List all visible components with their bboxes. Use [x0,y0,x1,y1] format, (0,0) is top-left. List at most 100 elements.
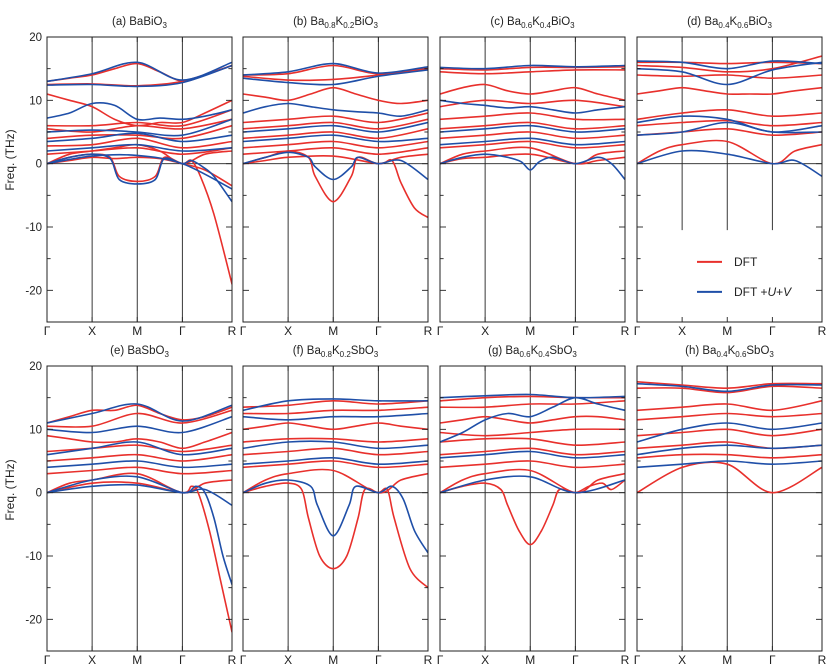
dft-band-g-2 [440,415,625,424]
kpoint-label-c-0: Γ [437,324,444,338]
dft-band-f-6 [243,468,428,494]
dft-band-e-5 [47,466,232,475]
dft-band-g-6 [440,460,625,469]
dft-uv-band-a-6 [47,153,232,203]
panel-title-e: (e) BaSbO3​ [110,345,169,359]
dft-uv-band-b-4 [243,134,428,143]
kpoint-label-h-2: M [722,653,732,667]
kpoint-label-g-0: Γ [437,653,444,667]
ytick-label-e: -20 [25,614,42,626]
dft-band-h-4 [637,428,822,437]
dft-uv-band-d-0 [637,60,822,70]
dft-band-e-3 [47,444,232,453]
dft-uv-band-c-2 [440,124,625,133]
kpoint-label-h-0: Γ [634,653,641,667]
dft-uv-band-a-1 [47,64,232,88]
dft-uv-band-e-0 [47,403,232,424]
ytick-label-e: 10 [29,424,42,436]
dft-band-f-5 [243,460,428,469]
dft-band-h-2 [637,400,822,412]
bands-d [637,55,822,178]
kpoint-label-f-2: M [328,653,338,667]
bands-h [637,381,822,494]
bands-g [440,393,625,546]
bands-c [440,64,625,181]
dft-band-b-6 [243,140,428,149]
kpoint-label-f-3: Γ [375,653,382,667]
panel-c: (c) Ba0.6​K0.4​BiO3​ Γ X M Γ R [437,16,630,338]
kpoint-label-g-3: Γ [572,653,579,667]
kpoint-label-d-3: Γ [769,324,776,338]
dft-band-d-2 [637,74,822,79]
kpoint-label-e-2: M [132,653,142,667]
panel-title-b: (b) Ba0.8​K0.2​BiO3​ [293,16,378,30]
kpoint-label-a-3: Γ [179,324,186,338]
panel-g: (g) Ba0.6​K0.4​SbO3​ Γ X M Γ R [437,345,630,667]
dft-band-b-2 [243,86,428,105]
dft-band-c-2 [440,83,625,102]
dft-band-h-6 [637,453,822,459]
dft-uv-band-h-1 [637,422,822,443]
dft-band-a-6 [47,137,232,149]
dft-band-h-7 [637,461,822,494]
dft-band-b-8 [243,150,428,203]
kpoint-label-c-3: Γ [572,324,579,338]
panel-frame-d [636,36,823,323]
dft-band-f-2 [243,422,428,431]
dft-band-h-1 [637,385,822,394]
dft-uv-band-e-2 [47,441,232,456]
kpoint-label-d-4: R [818,324,827,338]
dft-uv-band-b-2 [243,102,428,118]
dft-uv-band-a-2 [47,102,232,121]
dft-band-c-6 [440,131,625,140]
dft-uv-band-f-1 [243,412,428,421]
dft-uv-band-c-1 [440,99,625,114]
kpoint-label-b-4: R [424,324,433,338]
panel-frame-c [439,36,626,323]
panel-a: (a) BaBiO3​ -20 -10 0 10 20 Γ X M Γ R [25,16,236,338]
panel-frame-b [242,36,429,323]
dft-uv-band-a-3 [47,118,232,137]
legend-label-1: DFT +U+V [734,285,792,299]
kpoint-label-a-2: M [132,324,142,338]
y-axis-label-bottom: Freq. (THz) [3,459,17,520]
panel-title-g: (g) Ba0.6​K0.4​SbO3​ [488,345,577,359]
kpoint-label-d-2: M [722,324,732,338]
kpoint-label-g-2: M [525,653,535,667]
ytick-label-e: 20 [29,361,42,373]
dft-uv-band-e-4 [47,475,232,586]
dft-uv-band-e-1 [47,415,232,434]
kpoint-label-f-0: Γ [240,653,247,667]
dft-band-b-9 [243,154,428,219]
kpoint-label-g-1: X [481,653,489,667]
dft-uv-band-f-2 [243,440,428,450]
dft-band-e-2 [47,431,232,450]
kpoint-label-e-1: X [88,653,96,667]
panel-h: (h) Ba0.4​K0.6​SbO3​ Γ X M Γ R [634,345,827,667]
kpoint-label-b-1: X [284,324,292,338]
ytick-label-a: 20 [29,32,42,44]
kpoint-label-g-4: R [621,653,630,667]
dft-band-f-0 [243,400,428,408]
dft-band-c-3 [440,99,625,108]
dft-band-b-1 [243,67,428,82]
panel-d: (d) Ba0.4​K0.6​BiO3​ Γ X M Γ R DFT DFT +U+V [634,16,827,338]
ytick-label-a: -20 [25,285,42,297]
panel-f: (f) Ba0.8​K0.2​SbO3​ Γ X M Γ R [240,345,433,667]
kpoint-label-b-3: Γ [375,324,382,338]
panel-frame-a [46,36,233,323]
panel-title-h: (h) Ba0.4​K0.6​SbO3​ [685,345,774,359]
ytick-label-a: 10 [29,95,42,107]
bands-f [243,398,428,589]
dft-band-a-0 [47,62,232,83]
dft-band-f-4 [243,447,428,456]
dft-band-c-5 [440,121,625,130]
kpoint-label-d-0: Γ [634,324,641,338]
dft-band-a-2 [47,93,232,127]
panel-b: (b) Ba0.8​K0.2​BiO3​ Γ X M Γ R [240,16,433,338]
dft-band-b-4 [243,118,428,130]
dft-uv-band-d-1 [637,61,822,86]
ytick-label-e: 0 [36,488,42,500]
